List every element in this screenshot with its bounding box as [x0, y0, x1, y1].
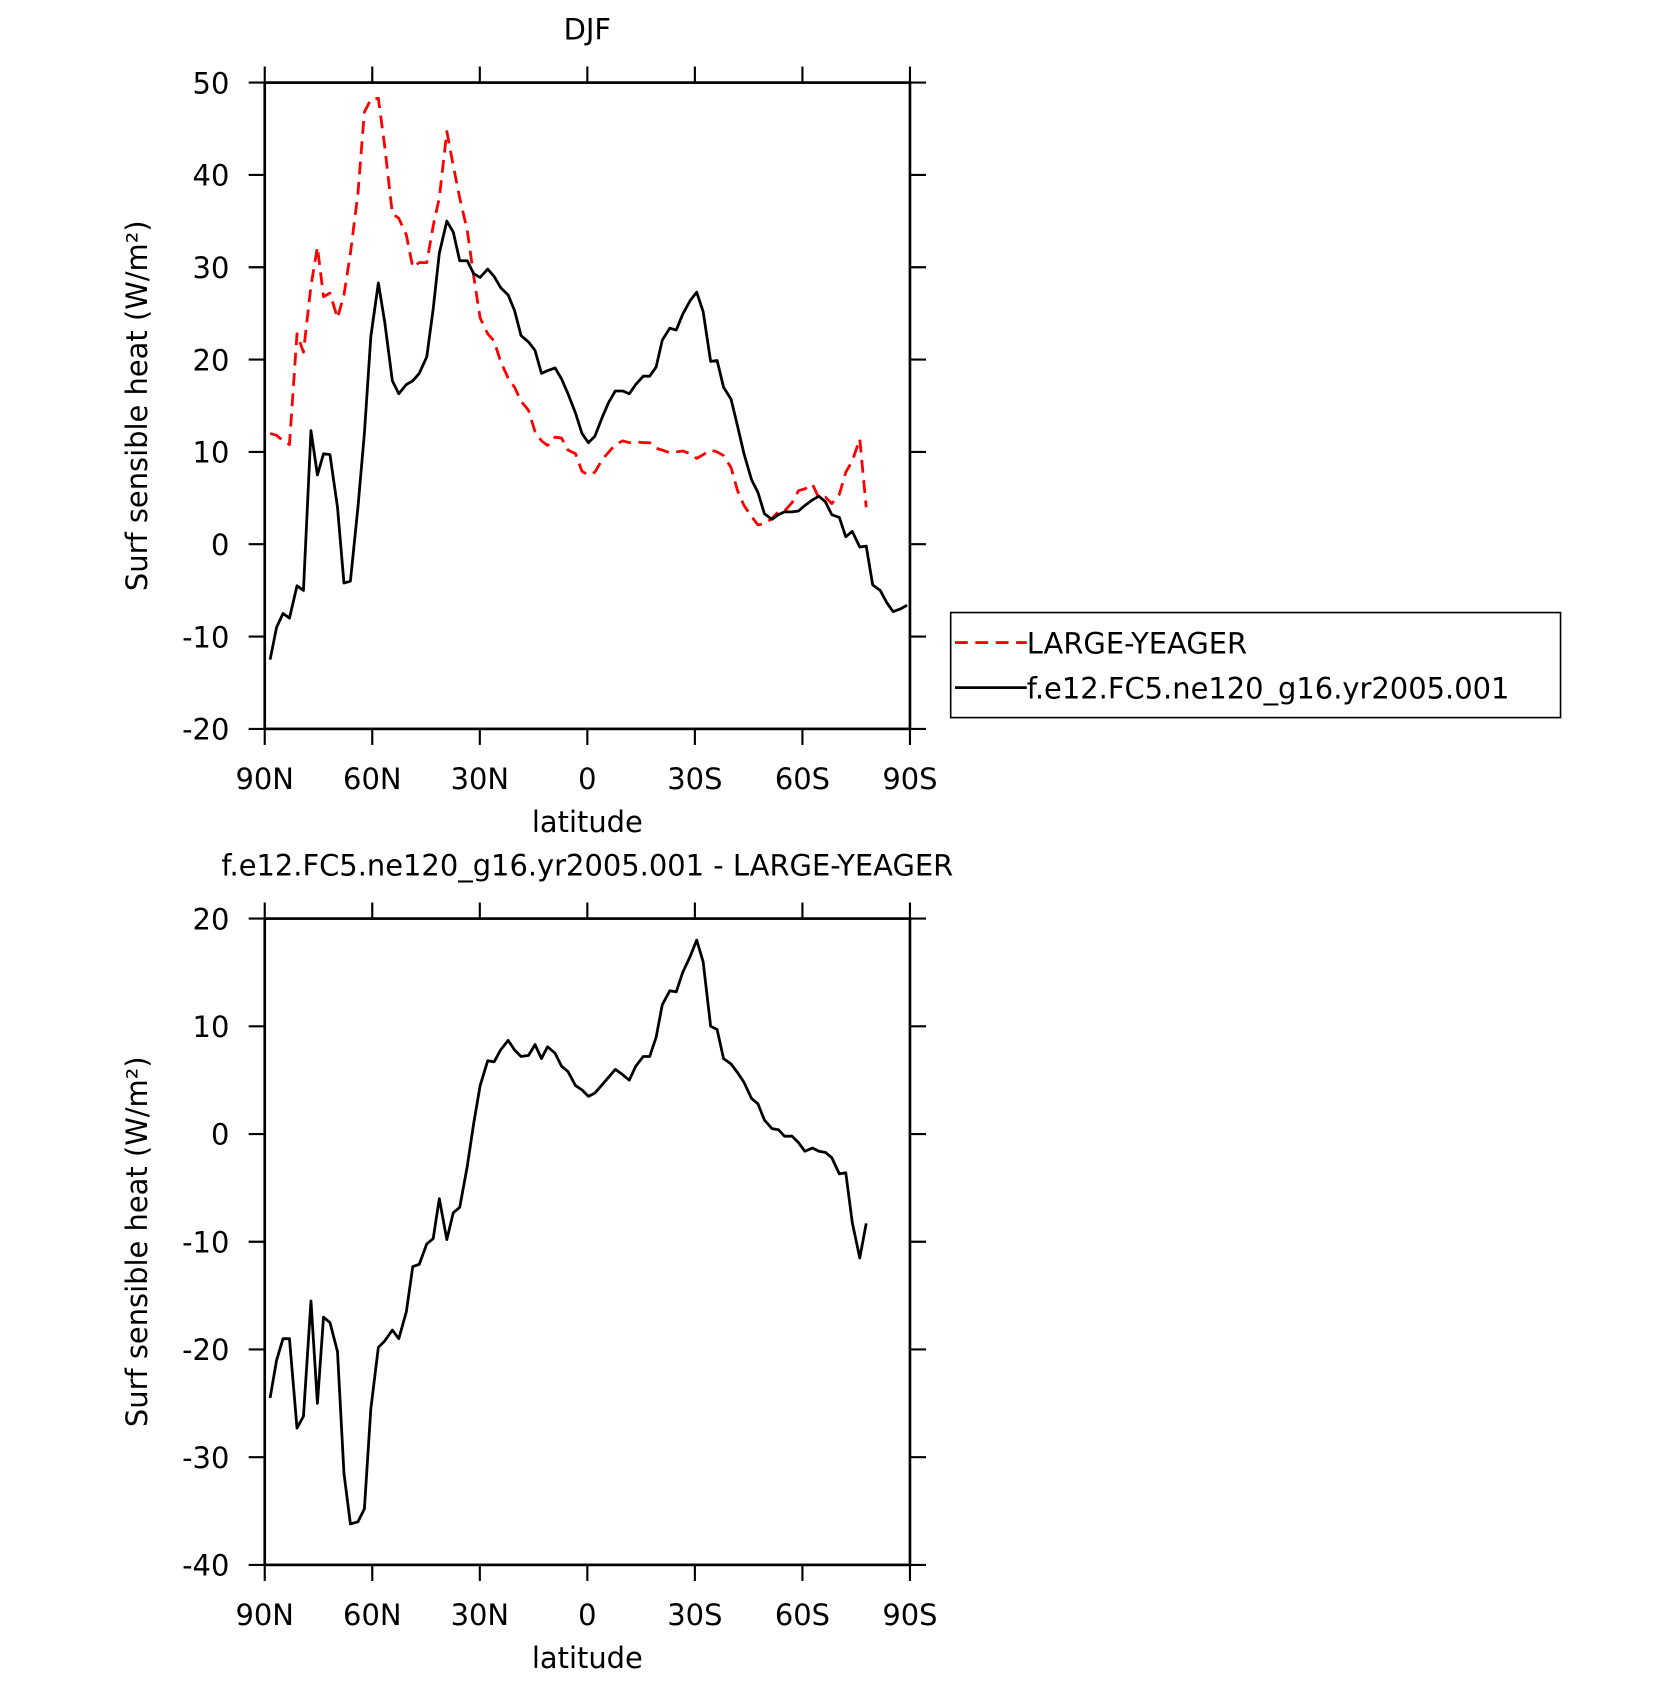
x-tick-label: 60N — [343, 1598, 401, 1632]
x-tick-label: 60N — [343, 762, 401, 796]
y-tick-label: -40 — [182, 1549, 229, 1583]
x-tick-label: 90N — [236, 762, 294, 796]
legend: LARGE-YEAGER f.e12.FC5.ne120_g16.yr2005.0… — [949, 611, 1562, 719]
plot-frame — [263, 917, 912, 1567]
y-tick-label: -20 — [182, 713, 229, 747]
y-tick-label: 20 — [193, 902, 230, 936]
data-line — [268, 219, 908, 660]
y-tick-label: 30 — [193, 251, 230, 285]
x-tick-label: 90S — [882, 1598, 937, 1632]
y-tick-label: 20 — [193, 343, 230, 377]
y-tick-label: -20 — [182, 1333, 229, 1367]
legend-box — [949, 611, 1562, 719]
x-tick-label: 30N — [451, 1598, 509, 1632]
y-tick-label: -30 — [182, 1441, 229, 1475]
x-tick-label: 30N — [451, 762, 509, 796]
data-line — [268, 938, 868, 1526]
x-tick-label: 60S — [775, 1598, 830, 1632]
y-tick-label: 50 — [193, 66, 230, 100]
x-tick-label: 90S — [882, 762, 937, 796]
y-tick-label: -10 — [182, 620, 229, 654]
y-axis-label: Surf sensible heat (W/m²) — [120, 1056, 154, 1427]
y-tick-label: -10 — [182, 1225, 229, 1259]
legend-label: LARGE-YEAGER — [1027, 626, 1247, 660]
x-tick-label: 30S — [667, 1598, 722, 1632]
x-tick-label: 0 — [578, 762, 596, 796]
x-axis-label: latitude — [532, 805, 643, 839]
x-tick-label: 0 — [578, 1598, 596, 1632]
x-axis-label: latitude — [532, 1641, 643, 1675]
y-axis-label: Surf sensible heat (W/m²) — [120, 220, 154, 591]
legend-label: f.e12.FC5.ne120_g16.yr2005.001 — [1027, 671, 1510, 705]
chart-title: f.e12.FC5.ne120_g16.yr2005.001 - LARGE-Y… — [221, 849, 953, 883]
chart-title: DJF — [564, 13, 611, 47]
x-tick-label: 30S — [667, 762, 722, 796]
y-tick-label: 0 — [211, 528, 229, 562]
x-tick-label: 60S — [775, 762, 830, 796]
data-line — [269, 96, 868, 527]
y-tick-label: 10 — [193, 436, 230, 470]
x-tick-label: 90N — [236, 1598, 294, 1632]
y-tick-label: 10 — [193, 1010, 230, 1044]
plot-frame — [263, 81, 912, 731]
y-tick-label: 40 — [193, 159, 230, 193]
y-tick-label: 0 — [211, 1118, 229, 1152]
